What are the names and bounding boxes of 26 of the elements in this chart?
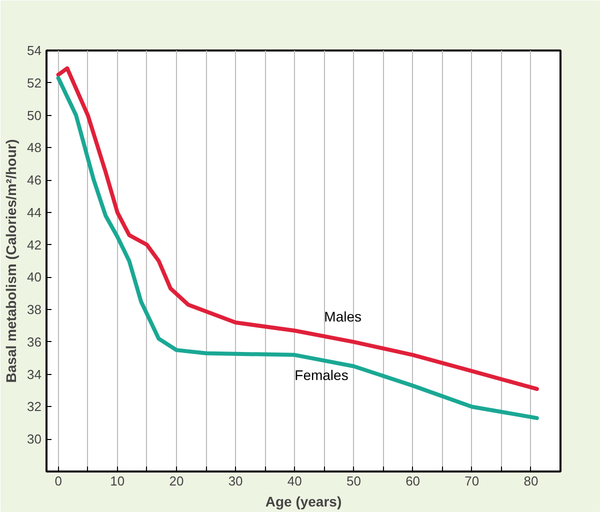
y-tick-label: 48: [27, 140, 42, 156]
y-axis-title: Basal metabolism (Calories/m²/hour): [3, 139, 20, 383]
y-tick-label: 30: [27, 432, 42, 447]
y-tick-label: 50: [27, 108, 42, 123]
x-tick-label: 60: [406, 474, 420, 488]
y-tick-label: 44: [27, 204, 42, 220]
x-tick-label: 70: [464, 474, 480, 488]
y-tick-label: 54: [27, 43, 42, 58]
y-tick-label: 52: [27, 75, 42, 90]
x-tick-label: 20: [169, 474, 184, 488]
y-tick-label: 34: [27, 366, 42, 382]
x-tick-label: 30: [228, 474, 243, 488]
series-label: Females: [294, 366, 348, 383]
y-tick-label: 42: [27, 237, 42, 252]
x-axis-title: Age (years): [265, 494, 342, 510]
y-tick-label: 36: [27, 334, 42, 350]
x-tick-label: 10: [110, 474, 125, 488]
x-tick-label: 40: [287, 474, 302, 488]
x-tick-label: 50: [346, 474, 361, 488]
y-tick-label: 46: [27, 172, 42, 188]
x-tick-label: 80: [524, 474, 538, 488]
y-tick-label: 38: [27, 302, 42, 318]
y-tick-label: 32: [27, 399, 42, 414]
x-tick-label: 0: [54, 474, 62, 488]
y-tick-label: 40: [27, 270, 42, 285]
series-label: Males: [324, 308, 362, 325]
